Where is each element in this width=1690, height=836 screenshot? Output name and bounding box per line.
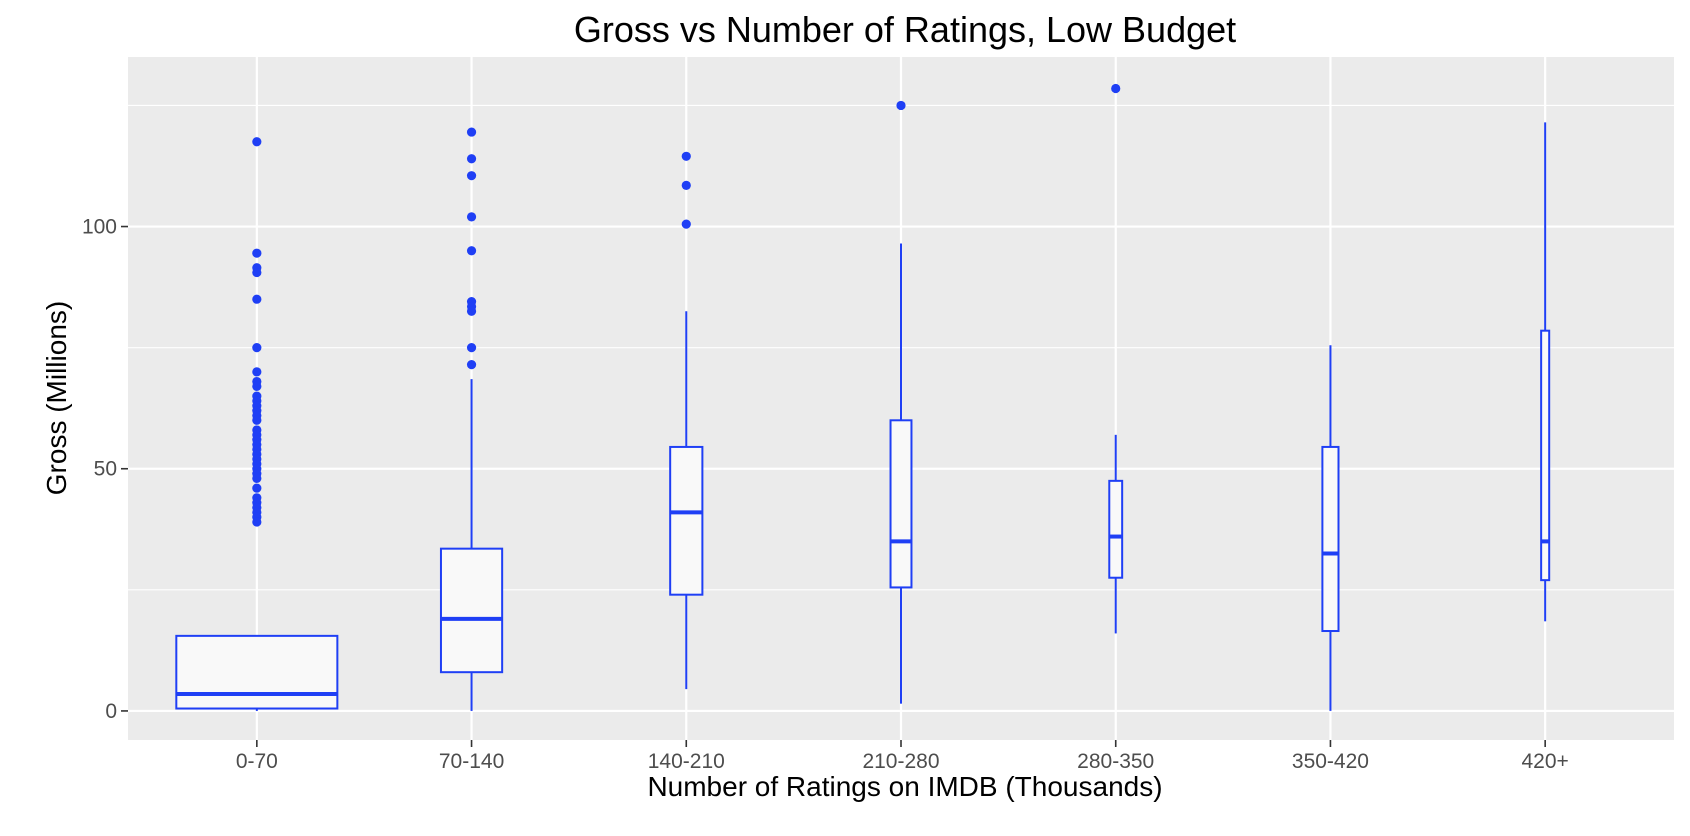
chart-title: Gross vs Number of Ratings, Low Budget xyxy=(574,9,1236,50)
box-iqr xyxy=(1321,445,1340,633)
box-70-140 xyxy=(439,127,504,711)
outlier-point xyxy=(252,343,262,353)
y-tick-label: 100 xyxy=(82,216,117,239)
y-tick-label: 50 xyxy=(94,458,117,481)
box-iqr xyxy=(1108,479,1124,579)
outlier-point xyxy=(252,483,262,493)
outlier-point xyxy=(466,246,477,256)
outlier-point xyxy=(466,343,477,353)
x-tick-label: 280-350 xyxy=(1077,750,1154,773)
box-iqr xyxy=(889,419,913,589)
outlier-point xyxy=(466,359,477,370)
x-tick-label: 0-70 xyxy=(236,750,278,773)
y-axis-title: Gross (Millions) xyxy=(41,301,72,495)
box-420+ xyxy=(1540,122,1551,622)
x-tick-label: 70-140 xyxy=(439,750,504,773)
outlier-point xyxy=(681,180,691,190)
x-tick-label: 420+ xyxy=(1522,750,1569,773)
outlier-point xyxy=(252,267,262,278)
outlier-point xyxy=(466,127,477,137)
x-tick-label: 350-420 xyxy=(1292,750,1369,773)
outlier-point xyxy=(466,171,477,181)
boxplots xyxy=(175,83,1551,711)
outlier-point xyxy=(681,151,691,161)
y-tick-label: 0 xyxy=(105,700,117,723)
outlier-point xyxy=(252,517,262,527)
outlier-point xyxy=(466,154,477,164)
box-iqr xyxy=(439,547,504,674)
outlier-point xyxy=(466,212,477,222)
outlier-point xyxy=(252,415,262,425)
outlier-point xyxy=(466,306,477,316)
outlier-point xyxy=(252,381,262,391)
outlier-point xyxy=(896,100,906,111)
outlier-point xyxy=(681,219,691,229)
outlier-point xyxy=(252,137,262,147)
box-280-350 xyxy=(1108,83,1124,634)
outlier-point xyxy=(252,294,262,304)
box-140-210 xyxy=(669,151,704,690)
box-iqr xyxy=(669,445,704,596)
x-tick-label: 140-210 xyxy=(648,750,725,773)
outlier-point xyxy=(1111,83,1121,94)
outlier-point xyxy=(252,248,262,258)
box-0-70 xyxy=(175,137,339,711)
box-iqr xyxy=(175,634,339,710)
box-350-420 xyxy=(1321,345,1340,711)
x-tick-label: 210-280 xyxy=(862,750,939,773)
box-210-280 xyxy=(889,100,913,704)
outlier-point xyxy=(252,473,262,484)
x-axis-ticks: 0-70 70-140 140-210 210-280 280-350 350-420 42… xyxy=(236,740,1569,773)
y-axis-ticks: 0 50 100 xyxy=(82,216,128,723)
outlier-point xyxy=(252,367,262,377)
x-axis-title: Number of Ratings on IMDB (Thousands) xyxy=(647,771,1162,802)
box-iqr xyxy=(1540,329,1551,582)
